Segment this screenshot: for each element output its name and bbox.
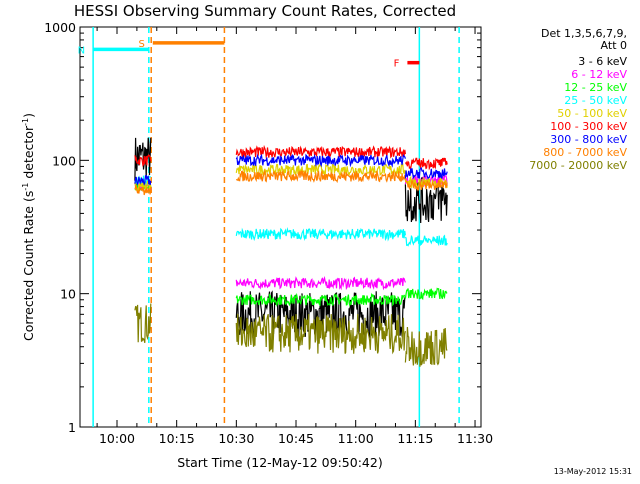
flag-label: S: [138, 39, 144, 50]
series-line: [235, 313, 406, 355]
legend-header-line-2: Att 0: [601, 39, 627, 52]
flag-label: F: [394, 59, 400, 70]
y-axis-label-exp1: -1: [21, 183, 30, 191]
y-axis-label-exp2: -1: [21, 118, 30, 126]
x-tick-label: 10:15: [159, 431, 195, 446]
flag-label: N: [78, 45, 85, 56]
series-line: [134, 175, 152, 186]
legend-entry: 25 - 50 keV: [564, 94, 627, 107]
series-line: [235, 275, 406, 291]
x-tick-label: 10:00: [99, 431, 135, 446]
y-axis-label-end: ): [21, 113, 36, 118]
y-tick-label: 1000: [44, 20, 76, 35]
series-line: [235, 226, 406, 242]
y-axis-label: Corrected Count Rate (s-1 detector-1): [21, 113, 36, 341]
series-line: [235, 169, 406, 184]
x-tick-label: 10:45: [278, 431, 314, 446]
legend-entry: 100 - 300 keV: [550, 120, 627, 133]
timestamp: 13-May-2012 15:31: [554, 467, 632, 476]
x-tick-label: 10:30: [218, 431, 254, 446]
x-axis-label: Start Time (12-May-12 09:50:42): [177, 455, 382, 470]
x-tick-label: 11:00: [338, 431, 374, 446]
legend-entry: 300 - 800 keV: [550, 133, 627, 146]
series-line: [404, 157, 448, 171]
series-line: [134, 185, 152, 196]
y-axis-label-main: Corrected Count Rate (s: [21, 191, 36, 341]
series-line: [235, 292, 406, 308]
plot-area: S N F: [78, 26, 482, 428]
x-tick-label: 11:30: [457, 431, 493, 446]
legend-entry: 7000 - 20000 keV: [529, 159, 627, 172]
series-line: [404, 326, 448, 367]
series-line: [404, 234, 448, 247]
series-line: [134, 154, 152, 167]
y-tick-label: 10: [60, 287, 76, 302]
series-line: [404, 167, 448, 180]
y-tick-label: 100: [52, 153, 76, 168]
plot-frame: [79, 26, 482, 428]
legend-entry: 50 - 100 keV: [557, 107, 627, 120]
y-tick-label: 1: [68, 420, 76, 435]
series-line: [404, 177, 448, 224]
series-line: [404, 287, 448, 301]
series-line: [235, 144, 406, 159]
legend-entry: 800 - 7000 keV: [543, 146, 627, 159]
series-line: [134, 303, 152, 344]
legend-header-line-1: Det 1,3,5,6,7,9,: [541, 27, 627, 40]
y-axis-label-mid: detector: [21, 125, 36, 183]
legend-entry: 12 - 25 keV: [564, 81, 627, 94]
series-line: [134, 137, 152, 181]
legend-entry: 6 - 12 keV: [571, 68, 627, 81]
chart-title: HESSI Observing Summary Count Rates, Cor…: [74, 2, 456, 20]
series-line: [235, 153, 406, 168]
x-tick-label: 11:15: [397, 431, 433, 446]
series-line: [405, 179, 448, 192]
legend-entry: 3 - 6 keV: [578, 55, 627, 68]
series-line: [235, 290, 406, 339]
